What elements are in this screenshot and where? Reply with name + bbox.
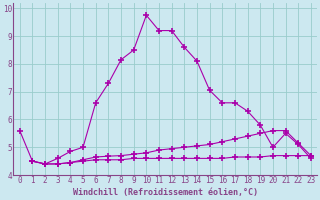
X-axis label: Windchill (Refroidissement éolien,°C): Windchill (Refroidissement éolien,°C) [73, 188, 258, 197]
